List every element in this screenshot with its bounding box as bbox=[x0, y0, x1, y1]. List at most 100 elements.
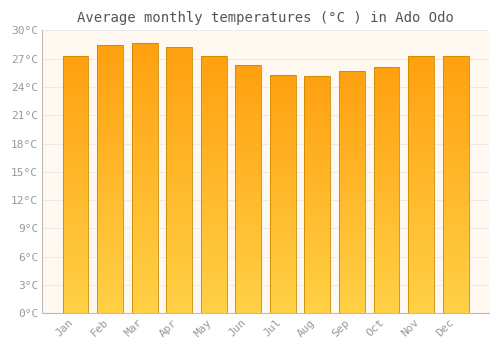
Bar bbox=[408, 156, 434, 159]
Bar bbox=[201, 140, 226, 143]
Bar bbox=[408, 300, 434, 304]
Bar bbox=[339, 207, 365, 210]
Bar bbox=[236, 96, 262, 99]
Bar bbox=[236, 90, 262, 93]
Bar bbox=[201, 297, 226, 300]
Bar bbox=[374, 79, 400, 83]
Bar bbox=[408, 169, 434, 172]
Bar bbox=[62, 82, 88, 85]
Bar bbox=[304, 138, 330, 141]
Bar bbox=[166, 77, 192, 80]
Bar bbox=[236, 109, 262, 112]
Bar bbox=[97, 290, 123, 293]
Bar bbox=[339, 238, 365, 241]
Bar bbox=[97, 209, 123, 212]
Bar bbox=[236, 168, 262, 171]
Bar bbox=[62, 243, 88, 246]
Bar bbox=[201, 259, 226, 262]
Bar bbox=[442, 275, 468, 278]
Bar bbox=[132, 93, 158, 97]
Bar bbox=[339, 301, 365, 304]
Bar bbox=[132, 43, 158, 313]
Bar bbox=[408, 188, 434, 191]
Bar bbox=[270, 170, 296, 173]
Bar bbox=[339, 74, 365, 77]
Bar bbox=[442, 146, 468, 149]
Bar bbox=[97, 250, 123, 253]
Bar bbox=[62, 291, 88, 294]
Bar bbox=[339, 298, 365, 301]
Bar bbox=[62, 201, 88, 204]
Bar bbox=[201, 249, 226, 252]
Bar bbox=[442, 220, 468, 223]
Bar bbox=[62, 181, 88, 184]
Bar bbox=[236, 286, 262, 288]
Bar bbox=[236, 233, 262, 236]
Bar bbox=[236, 149, 262, 152]
Bar bbox=[339, 250, 365, 253]
Bar bbox=[201, 272, 226, 275]
Bar bbox=[339, 92, 365, 95]
Bar bbox=[408, 85, 434, 88]
Bar bbox=[166, 97, 192, 100]
Bar bbox=[166, 197, 192, 200]
Bar bbox=[62, 149, 88, 153]
Bar bbox=[339, 214, 365, 216]
Bar bbox=[339, 168, 365, 171]
Bar bbox=[97, 186, 123, 189]
Bar bbox=[97, 179, 123, 182]
Bar bbox=[374, 67, 400, 70]
Bar bbox=[339, 119, 365, 122]
Bar bbox=[270, 117, 296, 119]
Bar bbox=[339, 71, 365, 313]
Bar bbox=[374, 67, 400, 313]
Bar bbox=[166, 114, 192, 117]
Bar bbox=[442, 307, 468, 310]
Bar bbox=[442, 201, 468, 204]
Bar bbox=[201, 127, 226, 130]
Bar bbox=[132, 134, 158, 138]
Bar bbox=[304, 221, 330, 224]
Bar bbox=[339, 256, 365, 259]
Bar bbox=[339, 77, 365, 80]
Bar bbox=[442, 62, 468, 65]
Bar bbox=[97, 223, 123, 226]
Bar bbox=[236, 78, 262, 81]
Bar bbox=[374, 193, 400, 196]
Bar bbox=[236, 124, 262, 127]
Bar bbox=[62, 204, 88, 207]
Bar bbox=[236, 310, 262, 313]
Bar bbox=[201, 120, 226, 124]
Bar bbox=[166, 300, 192, 303]
Bar bbox=[442, 143, 468, 146]
Bar bbox=[304, 218, 330, 221]
Bar bbox=[97, 196, 123, 199]
Bar bbox=[442, 136, 468, 140]
Bar bbox=[339, 126, 365, 128]
Bar bbox=[304, 236, 330, 239]
Bar bbox=[166, 180, 192, 184]
Bar bbox=[236, 81, 262, 84]
Bar bbox=[236, 276, 262, 279]
Bar bbox=[339, 286, 365, 289]
Bar bbox=[442, 159, 468, 162]
Bar bbox=[201, 104, 226, 107]
Bar bbox=[62, 69, 88, 72]
Bar bbox=[304, 203, 330, 206]
Bar bbox=[374, 203, 400, 206]
Bar bbox=[270, 218, 296, 221]
Bar bbox=[132, 124, 158, 127]
Bar bbox=[304, 299, 330, 301]
Bar bbox=[236, 158, 262, 161]
Bar bbox=[97, 95, 123, 98]
Bar bbox=[236, 223, 262, 226]
Bar bbox=[304, 120, 330, 123]
Bar bbox=[97, 263, 123, 266]
Bar bbox=[132, 63, 158, 66]
Bar bbox=[62, 146, 88, 149]
Bar bbox=[97, 139, 123, 142]
Bar bbox=[442, 98, 468, 101]
Bar bbox=[62, 272, 88, 275]
Bar bbox=[270, 293, 296, 295]
Bar bbox=[62, 78, 88, 82]
